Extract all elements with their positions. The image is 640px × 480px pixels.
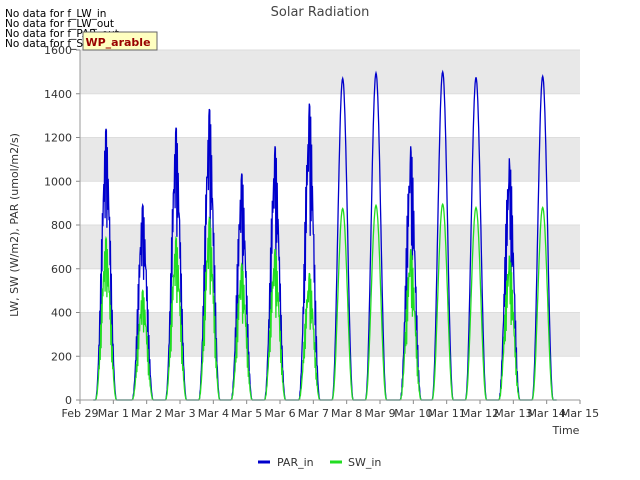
y-tick-label: 800 xyxy=(51,219,72,232)
x-tick-label: Mar 9 xyxy=(364,407,395,420)
x-tick-label: Mar 14 xyxy=(528,407,566,420)
y-tick-label: 0 xyxy=(65,394,72,407)
legend-label-sw-in: SW_in xyxy=(348,456,381,469)
x-tick-label: Mar 4 xyxy=(198,407,229,420)
x-tick-label: Mar 6 xyxy=(264,407,295,420)
x-tick-label: Mar 10 xyxy=(394,407,432,420)
grid-band xyxy=(80,137,580,182)
y-tick-label: 400 xyxy=(51,307,72,320)
x-axis-label: Time xyxy=(552,424,580,437)
chart-title: Solar Radiation xyxy=(271,5,370,20)
y-tick-label: 600 xyxy=(51,263,72,276)
grid-band xyxy=(80,312,580,357)
x-tick-label: Mar 11 xyxy=(428,407,466,420)
x-tick-label: Mar 13 xyxy=(494,407,532,420)
legend-label-par-in: PAR_in xyxy=(277,456,314,469)
x-tick-label: Mar 12 xyxy=(461,407,499,420)
grid-band xyxy=(80,50,580,94)
x-tick-label: Feb 29 xyxy=(62,407,99,420)
annotation-box xyxy=(82,31,158,51)
y-axis-label: LW, SW (W/m2), PAR (umol/m2/s) xyxy=(8,133,21,317)
x-tick-label: Mar 7 xyxy=(298,407,329,420)
x-tick-label: Mar 1 xyxy=(98,407,129,420)
x-tick-label: Mar 3 xyxy=(164,407,195,420)
y-tick-label: 1200 xyxy=(44,132,72,145)
y-tick-label: 200 xyxy=(51,350,72,363)
y-tick-label: 1000 xyxy=(44,175,72,188)
x-tick-label: Mar 5 xyxy=(231,407,262,420)
y-tick-label: 1600 xyxy=(44,44,72,57)
no-data-lw-in: No data for f_LW_in xyxy=(5,8,107,20)
x-tick-label: Mar 2 xyxy=(131,407,162,420)
no-data-lw-out: No data for f_LW_out xyxy=(5,18,115,30)
x-tick-label: Mar 15 xyxy=(561,407,599,420)
grid-band xyxy=(80,225,580,269)
x-tick-label: Mar 8 xyxy=(331,407,362,420)
y-tick-label: 1400 xyxy=(44,88,72,101)
annotation-label: WP_arable xyxy=(85,36,150,49)
